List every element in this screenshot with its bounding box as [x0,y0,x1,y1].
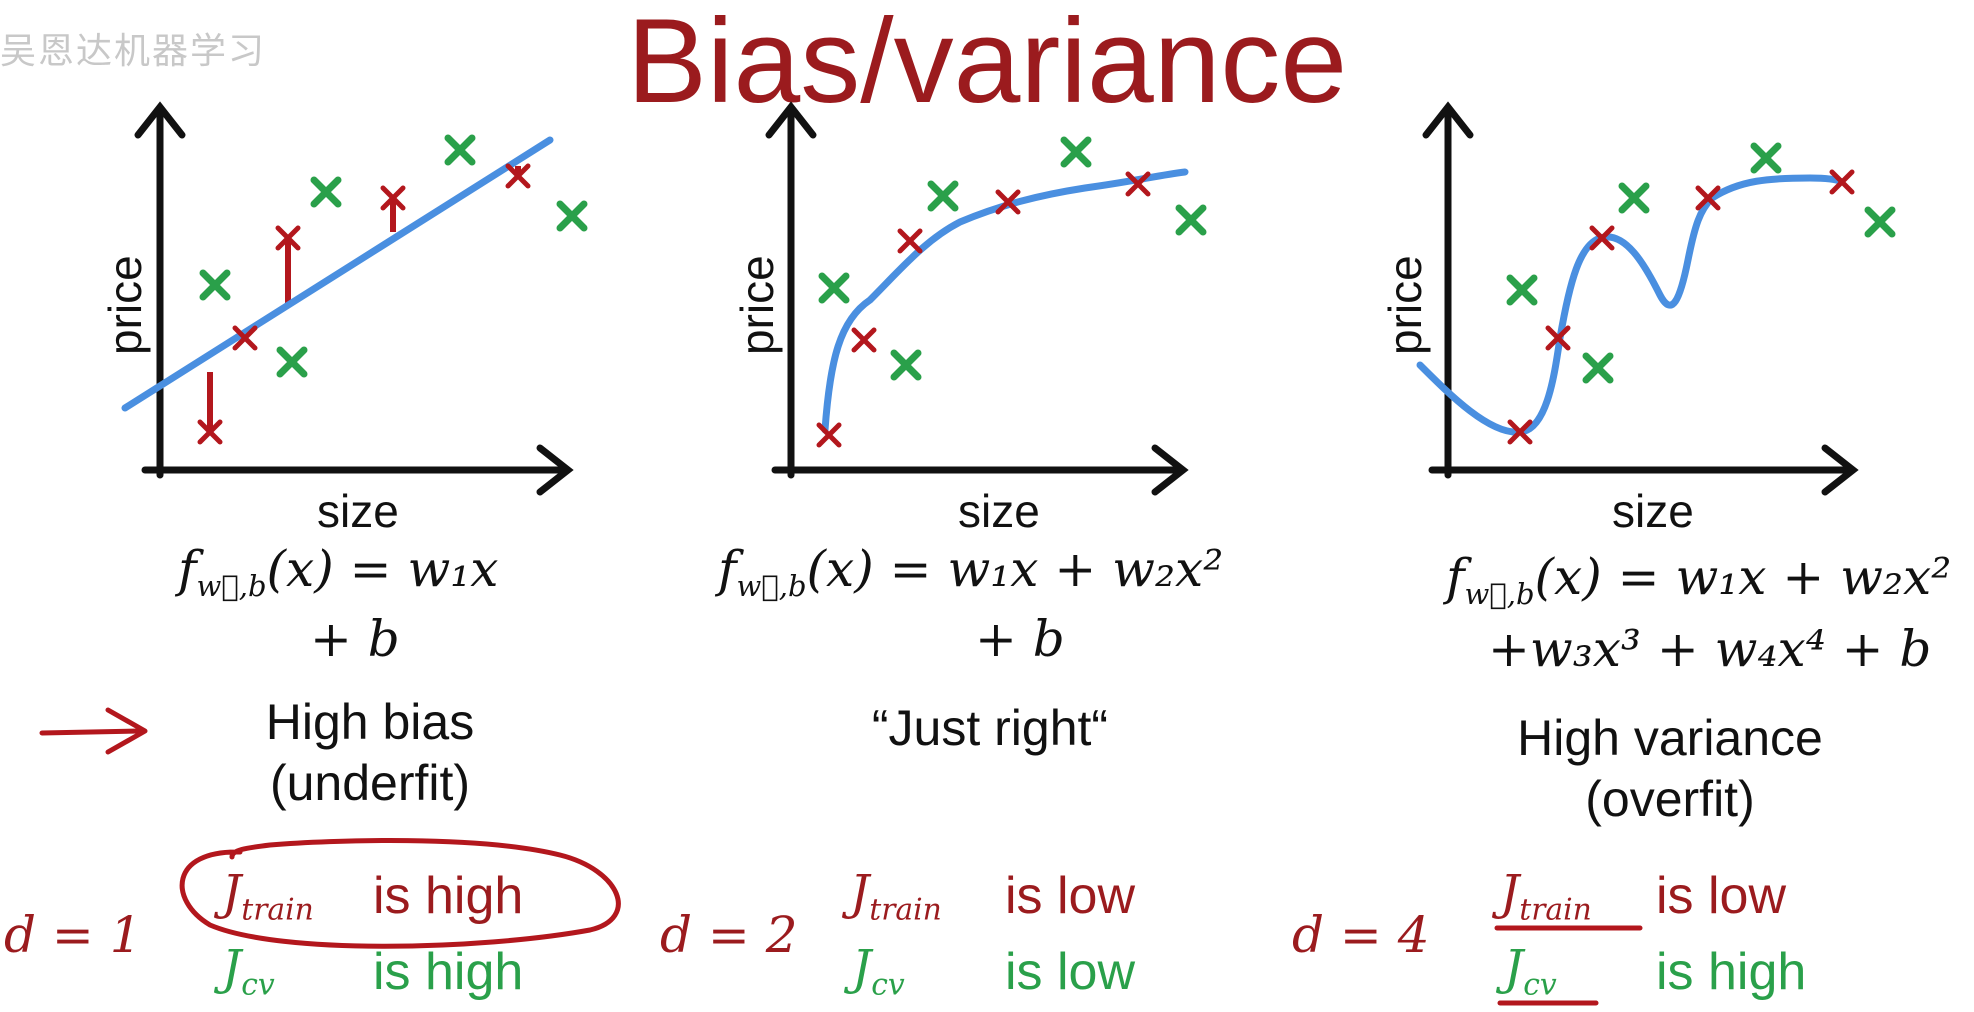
cv-point-marker [890,349,922,381]
panel-1-xlabel: size [317,485,399,537]
panel-3-axes [1422,101,1859,496]
panel-1-formula-line1: fw⃗,b(x) = w₁x [178,540,499,604]
cv-point-marker [199,269,231,301]
panel-1-fit-line [121,136,554,412]
cv-point-marker [310,176,342,208]
cv-point-marker [927,180,959,212]
train-point-marker [275,225,301,251]
cv-point-marker [1506,274,1538,306]
panel-3-degree: d = 4 [1292,906,1430,964]
panel-1-j-train: Jtrain [222,865,314,928]
cv-point-marker [1618,182,1650,214]
train-point-marker [1589,225,1615,251]
panel-2-j-train-value: is low [1005,867,1136,925]
cv-point-marker [444,134,476,166]
panel-1-j-train-value: is high [373,867,524,925]
annotation-ellipse [179,838,621,949]
panel-1-y-arrowhead [134,101,186,139]
train-point-marker [995,189,1021,215]
panel-3-verdict: High variance (overfit) [1460,708,1880,830]
panel-2-j-cv: Jcv [852,940,905,1003]
train-point-marker [1125,171,1151,197]
panel-3-formula-line2: +w₃x³ + w₄x⁴ + b [1488,620,1932,678]
panel-1-verdict-line2: (underfit) [269,755,471,811]
panel-1-verdict: High bias (underfit) [200,692,540,814]
panel-1-degree: d = 1 [4,906,142,964]
panel-2-verdict: “Just right“ [820,698,1160,759]
panel-1-residuals [207,166,521,430]
panel-1-x-arrowhead [536,444,574,496]
train-point-marker [1507,419,1533,445]
panel-2-verdict-line1: “Just right“ [871,700,1109,756]
panel-1-j-cv-value: is high [373,943,524,1001]
panel-1-j-cv: Jcv [222,940,275,1003]
panel-1-verdict-line1: High bias [265,694,475,750]
train-point-marker [1545,325,1571,351]
cv-point-marker [1060,136,1092,168]
panel-3-xlabel: size [1612,485,1694,537]
train-point-marker [1829,169,1855,195]
cv-point-marker [1582,352,1614,384]
panel-2-formula-line1: fw⃗,b(x) = w₁x + w₂x² [718,540,1224,604]
panel-2-j-train: Jtrain [850,865,942,928]
panel-2-ylabel: price [731,255,783,355]
panel-2-points [816,136,1207,448]
train-point-marker [380,185,406,211]
train-point-marker [1695,185,1721,211]
annotation-arrow [39,707,148,755]
cv-point-marker [276,346,308,378]
panel-2-degree: d = 2 [660,906,798,964]
panel-3-j-cv: Jcv [1504,940,1557,1003]
panel-3-fit-curve [1416,174,1846,436]
cv-point-marker [818,272,850,304]
panel-2-axes [765,101,1189,496]
panel-1-axes [134,101,574,496]
cv-point-marker [1864,206,1896,238]
panel-1-ylabel: price [99,255,151,355]
panel-3-ylabel: price [1379,255,1431,355]
train-point-marker [851,327,877,353]
panel-3-verdict-line2: (overfit) [1585,771,1755,827]
train-point-marker [897,228,923,254]
panel-1-points [197,134,588,445]
panel-3-j-cv-value: is high [1656,943,1807,1001]
panel-3-j-train-value: is low [1656,867,1787,925]
panel-3-verdict-line1: High variance [1517,710,1823,766]
train-point-marker [816,422,842,448]
panel-3-j-train: Jtrain [1500,865,1592,928]
cv-point-marker [1750,142,1782,174]
cv-point-marker [1175,204,1207,236]
train-point-marker [197,419,223,445]
panel-1-formula-line2: + b [310,610,400,668]
train-point-marker [505,163,531,189]
panel-3-points [1506,142,1896,445]
panel-2-fit-curve [821,168,1189,434]
train-point-marker [232,325,258,351]
page-title: Bias/variance [626,0,1348,128]
panel-2-xlabel: size [958,485,1040,537]
watermark: 吴恩达机器学习 [0,31,267,72]
cv-point-marker [556,200,588,232]
panel-2-j-cv-value: is low [1005,943,1136,1001]
panel-3-formula-line1: fw⃗,b(x) = w₁x + w₂x² [1446,548,1952,612]
panel-2-formula-line2: + b [975,610,1065,668]
